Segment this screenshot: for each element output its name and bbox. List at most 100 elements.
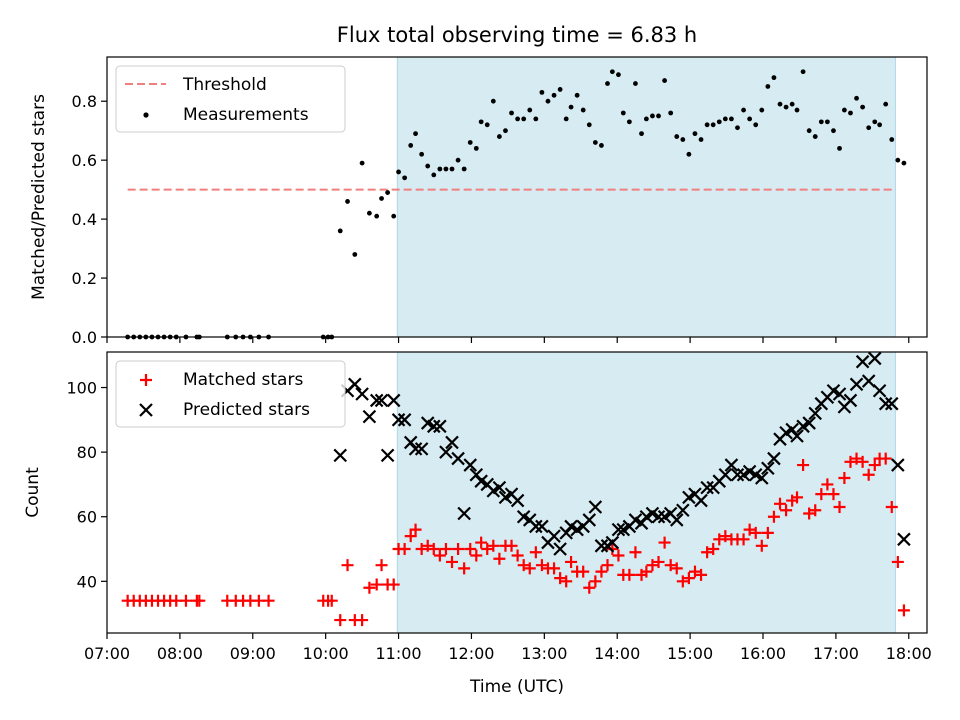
measurement-point	[592, 140, 598, 145]
predicted-star-point	[884, 396, 899, 411]
measurement-point	[800, 69, 806, 75]
predicted-star-point	[529, 519, 543, 534]
predicted-star-point	[755, 471, 769, 485]
matched-star-point	[404, 530, 417, 543]
predicted-star-point	[897, 532, 911, 547]
predicted-star-point	[403, 435, 418, 450]
matched-star-point	[743, 523, 756, 536]
matched-star-point	[409, 523, 422, 536]
chart-title: Flux total observing time = 6.83 h	[337, 23, 697, 47]
measurement-point	[396, 169, 401, 175]
x-tick-label-9: 16:00	[740, 644, 786, 663]
measurement-point	[818, 119, 824, 125]
legend-measurements-swatch	[143, 112, 149, 118]
measurement-point	[568, 104, 574, 110]
measurement-point	[824, 119, 830, 125]
predicted-star-point	[445, 435, 459, 450]
y-tick-label-4: 0.8	[72, 92, 97, 111]
matched-star-point	[179, 594, 192, 607]
predicted-star-point	[700, 480, 714, 495]
matched-star-point	[511, 549, 524, 562]
matched-star-point	[755, 539, 768, 552]
matched-star-point	[682, 572, 695, 585]
measurement-point	[484, 122, 490, 128]
matched-star-point	[701, 546, 714, 559]
measurement-point	[551, 92, 557, 98]
matched-star-point	[879, 452, 892, 465]
x-tick-label-1: 08:00	[157, 644, 203, 663]
measurement-point	[337, 228, 343, 234]
y-tick-label-2: 0.4	[72, 210, 97, 229]
matched-star-point	[375, 559, 388, 572]
measurement-point	[765, 84, 771, 89]
measurement-point	[586, 122, 592, 128]
matched-star-point	[623, 568, 636, 581]
bottom-shaded-region	[396, 351, 896, 634]
matched-star-point	[737, 533, 750, 546]
measurement-point	[413, 131, 418, 137]
measurement-point	[883, 101, 889, 107]
measurement-point	[783, 104, 789, 110]
matched-star-point	[612, 549, 625, 562]
measurement-point	[503, 128, 508, 134]
matched-star-point	[850, 452, 863, 465]
bottom-points	[121, 351, 911, 627]
matched-star-point	[749, 526, 762, 539]
measurement-point	[425, 163, 431, 169]
measurement-point	[650, 113, 655, 119]
measurement-point	[431, 172, 437, 178]
predicted-star-point	[891, 458, 905, 472]
predicted-star-point	[559, 526, 573, 540]
predicted-star-point	[510, 493, 525, 508]
measurement-point	[496, 134, 502, 139]
top-shaded-region	[396, 56, 896, 338]
measurement-point	[753, 122, 759, 128]
predicted-star-point	[855, 354, 870, 369]
matched-star-point	[856, 455, 869, 468]
measurement-point	[722, 116, 728, 122]
measurement-point	[747, 116, 753, 122]
matched-star-point	[640, 565, 653, 578]
measurement-point	[533, 116, 539, 122]
matched-star-point	[470, 549, 483, 562]
measurement-point	[877, 122, 883, 128]
measurement-point	[521, 116, 527, 122]
matched-star-point	[427, 543, 440, 556]
predicted-star-point	[492, 480, 507, 495]
matched-star-point	[583, 581, 596, 594]
x-axis-label: Time (UTC)	[469, 677, 564, 697]
predicted-star-point	[414, 442, 429, 456]
top-panel: 0.00.20.40.60.8 Matched/Predicted stars …	[29, 56, 928, 347]
matched-star-point	[487, 539, 500, 552]
matched-star-point	[370, 578, 383, 591]
measurement-point	[563, 116, 569, 122]
predicted-star-point	[355, 387, 369, 401]
measurement-point	[837, 145, 842, 151]
matched-star-point	[688, 565, 701, 578]
matched-star-point	[464, 543, 477, 556]
predicted-star-point	[374, 393, 389, 408]
bottom-legend: Matched stars Predicted stars	[115, 360, 346, 428]
measurement-point	[419, 151, 425, 157]
x-tick-label-3: 10:00	[303, 644, 349, 663]
matched-star-point	[713, 533, 726, 546]
matched-star-point	[535, 559, 548, 572]
matched-star-point	[670, 562, 683, 575]
matched-star-point	[433, 549, 446, 562]
measurement-point	[674, 134, 680, 139]
y-tick-label-1: 60	[77, 508, 97, 527]
predicted-star-point	[547, 529, 561, 543]
measurement-point	[367, 210, 372, 216]
matched-star-point	[325, 594, 338, 607]
measurement-point	[580, 107, 586, 113]
predicted-star-point	[439, 445, 453, 459]
predicted-star-point	[386, 393, 401, 408]
predicted-star-point	[553, 542, 567, 556]
matched-star-point	[815, 488, 828, 501]
predicted-star-point	[802, 416, 816, 430]
legend-predicted-label: Predicted stars	[183, 400, 310, 420]
measurement-point	[515, 116, 521, 122]
measurement-point	[741, 107, 746, 113]
top-y-axis-label: Matched/Predicted stars	[29, 94, 49, 300]
measurement-point	[467, 140, 473, 145]
